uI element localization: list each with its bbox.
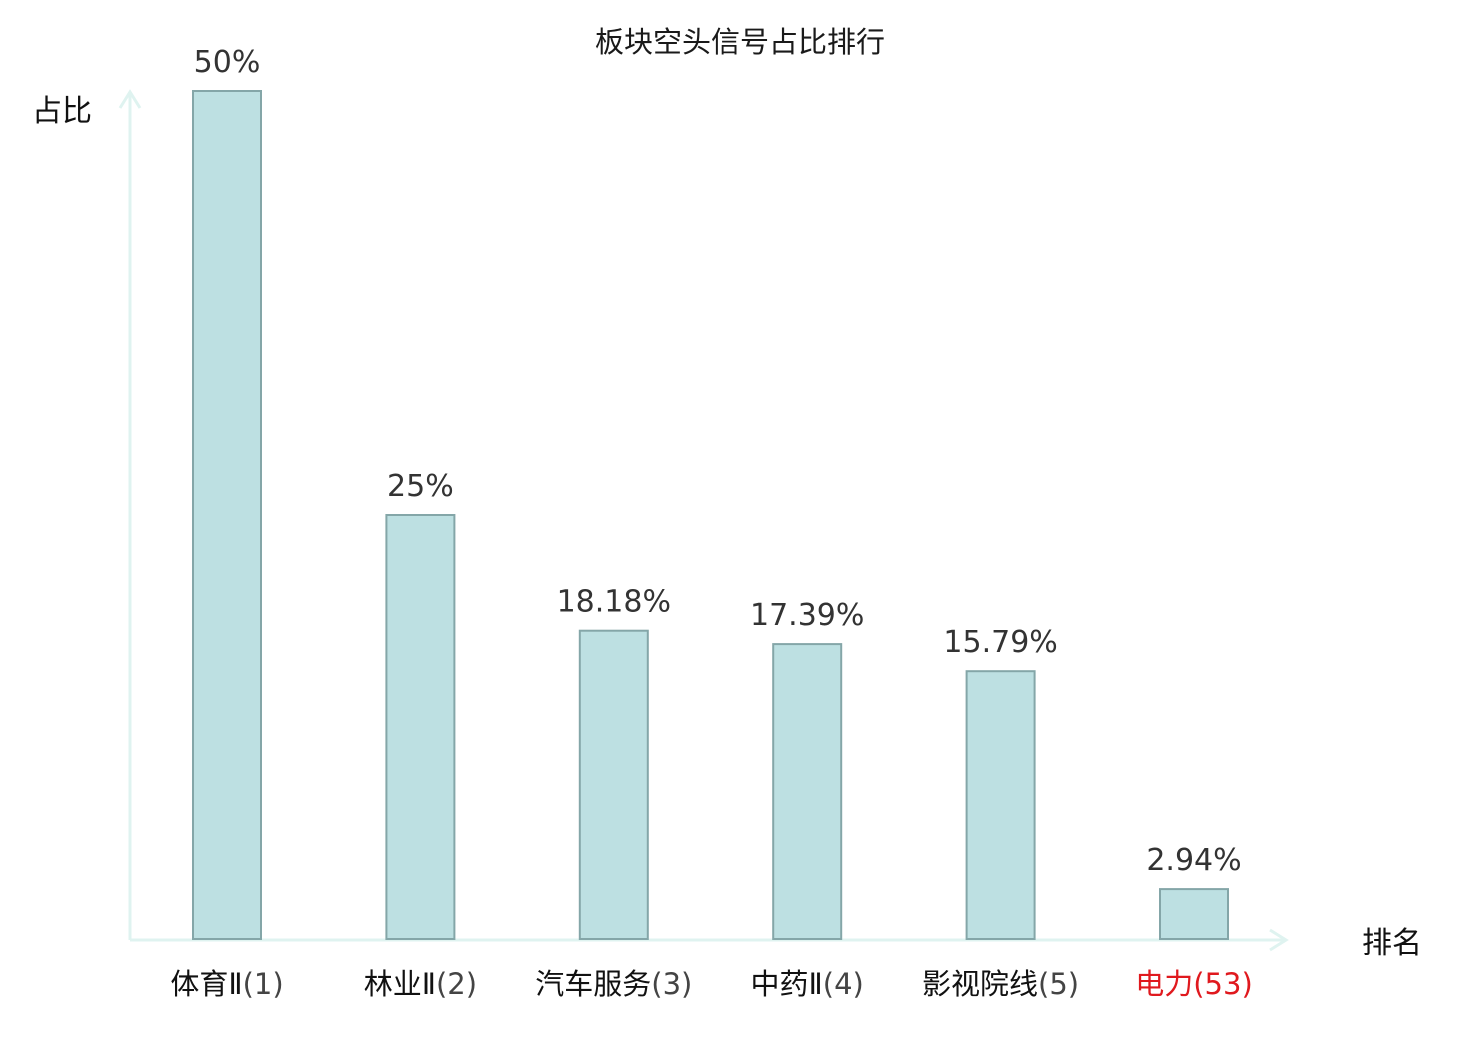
bar	[192, 90, 262, 940]
bar-value-label: 2.94%	[1146, 843, 1241, 878]
y-axis-arrow	[118, 89, 142, 109]
bar	[578, 629, 649, 940]
y-axis-label: 占比	[32, 94, 92, 129]
category-name: 电力	[1135, 967, 1193, 1001]
category-rank: (4)	[823, 967, 864, 1001]
category-name: 中药Ⅱ	[751, 967, 823, 1001]
category-name: 汽车服务	[535, 967, 651, 1001]
x-axis-label: 排名	[1362, 926, 1422, 961]
category-rank: (1)	[243, 967, 284, 1001]
bar	[1159, 888, 1229, 940]
category-name: 林业Ⅱ	[364, 967, 436, 1001]
bar	[385, 514, 456, 940]
category-name: 体育Ⅱ	[170, 967, 242, 1001]
bar	[772, 643, 843, 940]
chart-title: 板块空头信号占比排行	[595, 25, 885, 59]
category-tick-label: 中药Ⅱ(4)	[751, 967, 864, 1001]
bars-group	[192, 90, 1229, 940]
category-tick-label: 林业Ⅱ(2)	[364, 967, 477, 1001]
bar-value-label: 25%	[387, 469, 454, 504]
bar-value-label: 50%	[194, 45, 261, 80]
bar-value-label: 15.79%	[943, 625, 1057, 660]
x-axis-arrow	[1269, 928, 1289, 952]
bar	[965, 670, 1036, 940]
category-labels-group: 体育Ⅱ(1) 林业Ⅱ(2) 汽车服务(3) 中药Ⅱ(4) 影视院线(5) 电力(53)	[170, 967, 1252, 1001]
axes	[118, 89, 1289, 952]
category-rank: (3)	[651, 967, 692, 1001]
bar-value-label: 17.39%	[750, 598, 864, 633]
category-rank: (53)	[1193, 967, 1253, 1001]
category-rank: (2)	[436, 967, 477, 1001]
bar-value-label: 18.18%	[557, 585, 671, 620]
category-tick-label: 电力(53)	[1135, 967, 1253, 1001]
category-tick-label: 汽车服务(3)	[535, 967, 692, 1001]
category-rank: (5)	[1038, 967, 1079, 1001]
category-name: 影视院线	[922, 967, 1038, 1001]
category-tick-label: 体育Ⅱ(1)	[170, 967, 283, 1001]
value-labels-group: 50% 25% 18.18% 17.39% 15.79% 2.94%	[194, 45, 1242, 878]
category-tick-label: 影视院线(5)	[922, 967, 1079, 1001]
